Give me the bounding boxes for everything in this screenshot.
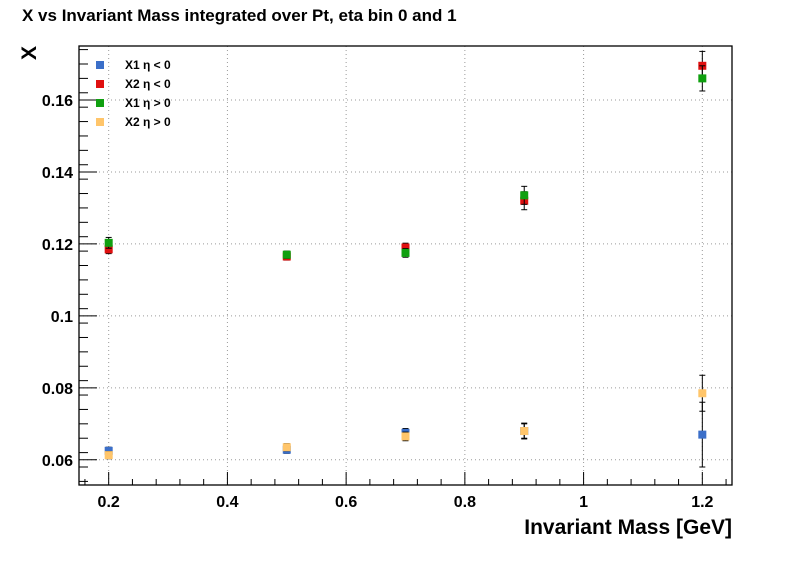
- legend: X1 η < 0 X2 η < 0 X1 η > 0 X2 η > 0: [96, 58, 171, 129]
- data-point: [401, 243, 410, 252]
- legend-marker: [96, 99, 104, 107]
- legend-entry: X1 η > 0: [125, 96, 171, 110]
- data-point: [698, 74, 707, 83]
- data-point: [520, 191, 529, 200]
- x-tick-label: 0.4: [216, 494, 238, 511]
- y-tick-label: 0.12: [42, 237, 73, 254]
- data-point: [520, 427, 529, 436]
- chart-title: X vs Invariant Mass integrated over Pt, …: [22, 6, 457, 25]
- series-3: [104, 65, 707, 259]
- legend-entry: X2 η < 0: [125, 77, 171, 91]
- x-tick-label: 0.6: [335, 494, 357, 511]
- data-point: [698, 389, 707, 398]
- data-point: [282, 443, 291, 452]
- x-axis-tick-labels: 0.2 0.4 0.6 0.8 1 1.2: [98, 494, 714, 511]
- x-axis-label: Invariant Mass [GeV]: [524, 516, 732, 539]
- x-tick-label: 1.2: [691, 494, 713, 511]
- plot-frame: [78, 45, 733, 486]
- data-point: [698, 430, 707, 439]
- series-4: [104, 374, 707, 460]
- legend-entry: X1 η < 0: [125, 58, 171, 72]
- legend-marker: [96, 80, 104, 88]
- data-point: [104, 238, 113, 247]
- data-point: [104, 446, 113, 455]
- x-tick-label: 1: [579, 494, 588, 511]
- legend-marker: [96, 61, 104, 69]
- series-2: [104, 50, 707, 261]
- data-point: [401, 248, 410, 257]
- legend-marker: [96, 118, 104, 126]
- data-point: [104, 451, 113, 460]
- y-axis-label: X: [18, 46, 41, 60]
- y-tick-label: 0.06: [42, 453, 73, 470]
- data-point: [401, 432, 410, 441]
- data-point: [282, 250, 291, 259]
- grid: [79, 46, 732, 485]
- data-point: [104, 245, 113, 254]
- y-axis-tick-labels: 0.06 0.08 0.1 0.12 0.14 0.16: [42, 93, 73, 470]
- y-tick-label: 0.16: [42, 93, 73, 110]
- y-tick-label: 0.08: [42, 381, 73, 398]
- axis-ticks: [79, 49, 727, 485]
- y-tick-label: 0.14: [42, 165, 73, 182]
- legend-entry: X2 η > 0: [125, 115, 171, 129]
- x-tick-label: 0.2: [98, 494, 120, 511]
- data-series: [104, 50, 707, 468]
- x-tick-label: 0.8: [454, 494, 476, 511]
- y-tick-label: 0.1: [51, 309, 73, 326]
